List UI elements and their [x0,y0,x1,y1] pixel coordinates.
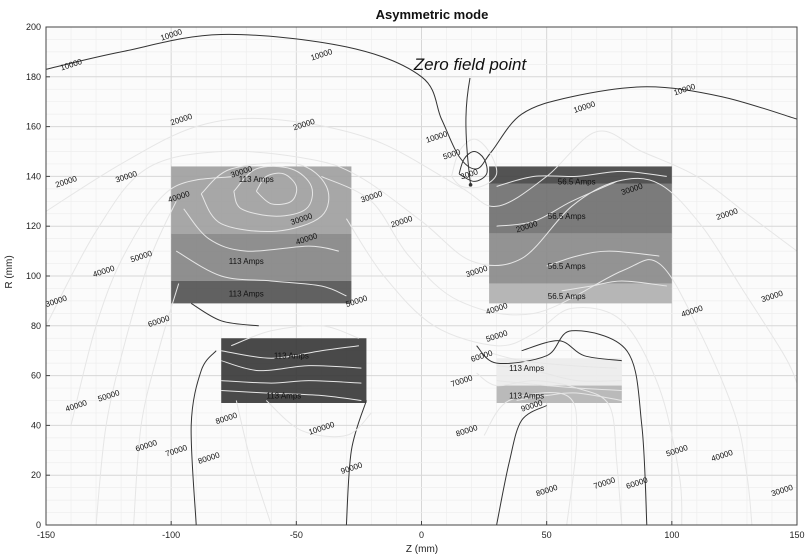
x-tick-label: 0 [419,530,424,540]
coil-current-label: 56.5 Amps [558,177,596,186]
x-tick-label: 50 [542,530,552,540]
x-tick-label: 100 [664,530,679,540]
y-tick-label: 60 [31,371,41,381]
axes: -150 -100 -50 0 50 100 150 0 20 40 60 80 100 120 140 16… [26,22,805,540]
coil-layer [489,233,672,284]
y-tick-label: 100 [26,271,41,281]
coil-current-label: 113 Amps [509,364,544,373]
contour-line-20000 [496,170,667,187]
contour-line-10000 [45,33,798,170]
contour-line-80000 [235,400,272,526]
y-tick-label: 140 [26,171,41,181]
contour-line-60000 [476,330,648,526]
y-tick-label: 20 [31,470,41,480]
x-tick-label: -150 [37,530,55,540]
contour-line-50000 [95,201,177,526]
contour-line-20000 [496,180,618,227]
contour-lines [45,33,798,526]
contour-line-80000 [516,392,622,401]
annotation-pointer [465,77,472,185]
contour-line-60000 [231,325,360,347]
contour-line-80000 [483,392,578,526]
y-tick-label: 200 [26,22,41,32]
x-tick-label: 150 [789,530,804,540]
y-tick-label: 160 [26,122,41,132]
contour-line-100000 [265,400,372,438]
coil-current-label: 56.5 Amps [548,212,586,221]
coil-current-label: 113 Amps [274,352,309,361]
contour-line-30000 [200,162,330,232]
zero-field-marker [468,183,473,187]
coil-layer [171,166,352,234]
coil-current-label: 113 Amps [509,392,544,401]
zero-field-label: Zero field point [413,55,528,74]
x-tick-label: -50 [290,530,303,540]
coil-current-label: 56.5 Amps [548,262,586,271]
y-tick-label: 120 [26,221,41,231]
contour-line-70000 [221,345,359,359]
contour-line-100000 [221,390,362,401]
contour-line-70000 [496,380,622,391]
coil-blocks [171,166,672,403]
coil-layer [489,183,672,234]
coil-current-labels: 113 Amps 113 Amps 113 Amps 56.5 Amps 56.5 Am… [229,175,596,401]
coil-layer [171,280,352,304]
coil-current-label: 113 Amps [229,257,264,266]
zero-field-annotation: Zero field point [413,55,528,187]
contour-line-60000 [175,250,347,297]
contour-line-40000 [561,280,667,292]
contour-line-30000 [546,250,660,267]
contour-line-80000 [221,360,362,372]
contour-line-5000 [458,150,488,182]
coil-current-label: 56.5 Amps [548,292,586,301]
contour-line-60000 [133,283,180,526]
contour-line-70000 [190,350,217,526]
contour-line-90000 [221,380,362,384]
contour-line-50000 [345,218,683,526]
contour-line-40000 [321,175,753,526]
x-tick-label: -100 [162,530,180,540]
y-tick-label: 80 [31,321,41,331]
contour-line-40000 [70,175,234,426]
coil-current-label: 113 Amps [229,289,264,298]
coil-layer [171,233,352,281]
x-axis-label: Z (mm) [406,544,438,555]
contour-line-30000 [45,150,798,384]
contour-line-90000 [345,400,367,526]
contour-line-90000 [496,405,547,526]
contour-line-50000 [183,208,339,252]
coil-current-label: 113 Amps [266,392,301,401]
chart-title: Asymmetric mode [376,7,489,22]
contour-line-20000 [233,165,313,217]
contour-line-10000 [451,138,498,189]
contour-line-50000 [491,352,617,369]
contour-line-40000 [521,340,622,362]
contour-line-60000 [496,365,622,382]
y-tick-label: 40 [31,420,41,430]
y-tick-label: 180 [26,72,41,82]
y-tick-label: 0 [36,520,41,530]
y-axis-label: R (mm) [4,255,15,288]
contour-line-70000 [190,302,259,327]
contour-line-20000 [45,117,798,252]
contour-line-10000 [255,172,298,205]
coil-current-label: 113 Amps [239,175,274,184]
